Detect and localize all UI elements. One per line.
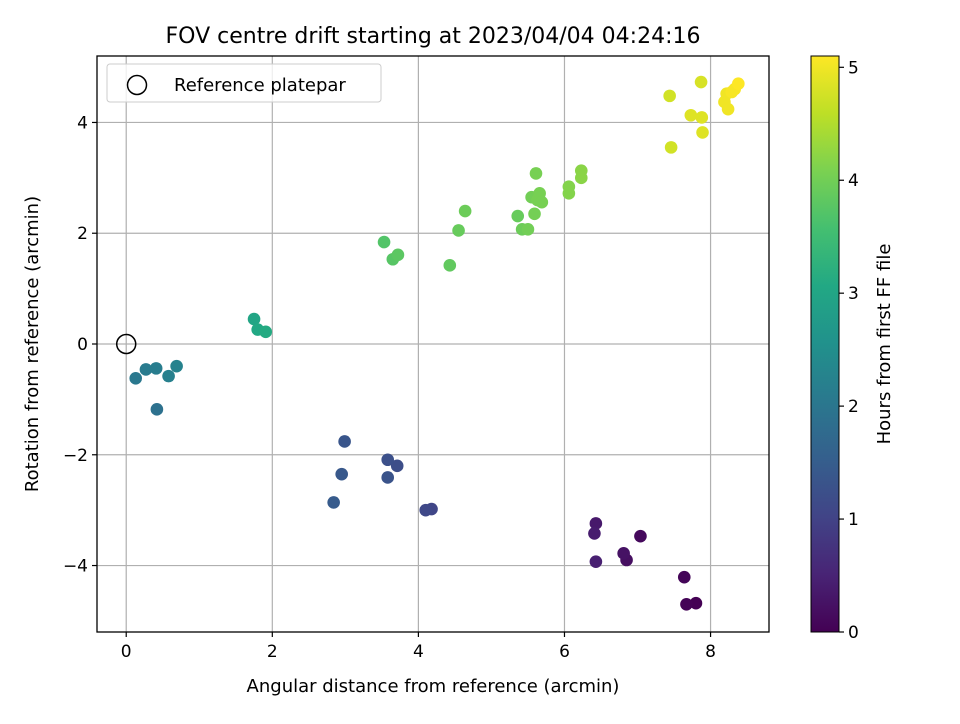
reference-marker [115, 333, 137, 355]
x-tick-label: 0 [121, 642, 132, 662]
data-point [162, 369, 175, 383]
grid [97, 56, 769, 632]
y-tick-label: −4 [63, 557, 88, 577]
data-point [327, 496, 340, 509]
data-point [149, 362, 163, 375]
data-point [617, 547, 630, 560]
data-point [589, 517, 603, 530]
data-point [528, 207, 541, 221]
data-point [535, 195, 549, 209]
data-point [150, 403, 164, 416]
legend-reference-marker [126, 74, 148, 96]
data-point [338, 435, 351, 448]
data-point [721, 102, 735, 116]
data-points [129, 75, 745, 611]
data-point [390, 459, 404, 473]
data-point [696, 126, 709, 139]
data-point [247, 312, 261, 326]
data-point [259, 325, 273, 339]
data-point [677, 570, 691, 584]
colorbar-tick-label: 1 [848, 510, 859, 530]
x-axis-ticks: 0 2 4 6 8 [121, 632, 716, 662]
colorbar-tick-label: 3 [848, 284, 859, 304]
plot-area: 0 2 4 6 8 −4 −2 0 2 4 [63, 55, 770, 662]
legend-label: Reference platepar [174, 75, 346, 96]
data-point [664, 141, 678, 154]
data-point [381, 471, 395, 484]
data-point [139, 363, 153, 376]
colorbar-tick-label: 0 [848, 623, 859, 643]
colorbar-label: Hours from first FF file [874, 244, 895, 445]
data-point [419, 503, 432, 517]
data-point [680, 598, 693, 611]
data-point [458, 204, 472, 218]
data-point [129, 372, 143, 385]
colorbar-gradient [810, 55, 840, 633]
data-point [391, 248, 405, 262]
data-point [335, 467, 348, 481]
x-tick-label: 8 [705, 642, 716, 662]
x-tick-label: 6 [559, 642, 570, 662]
data-point [732, 77, 745, 90]
x-axis-label: Angular distance from reference (arcmin) [247, 676, 620, 697]
legend: Reference platepar [106, 63, 382, 103]
data-point [663, 89, 676, 103]
y-axis-label: Rotation from reference (arcmin) [22, 196, 43, 492]
data-point [452, 224, 465, 237]
colorbar: 0 1 2 3 4 5 Hours from first FF file [810, 55, 895, 643]
data-point [588, 527, 601, 540]
data-point [521, 223, 535, 236]
y-tick-label: 2 [77, 224, 88, 244]
chart-title: FOV centre drift starting at 2023/04/04 … [166, 24, 701, 49]
data-point [562, 187, 576, 200]
y-tick-label: −2 [63, 446, 88, 466]
data-point [634, 529, 647, 543]
data-point [684, 108, 698, 122]
x-tick-label: 4 [413, 642, 424, 662]
legend-box [106, 63, 382, 103]
data-point [170, 359, 183, 373]
data-point [377, 235, 391, 249]
data-point [511, 209, 525, 223]
colorbar-ticks: 0 1 2 3 4 5 [839, 58, 859, 643]
data-point [689, 596, 703, 610]
y-axis-ticks: −4 −2 0 2 4 [63, 113, 97, 577]
colorbar-tick-label: 5 [848, 58, 859, 78]
y-tick-label: 4 [77, 113, 88, 133]
x-tick-label: 2 [267, 642, 278, 662]
data-point [443, 259, 457, 272]
colorbar-tick-label: 2 [848, 397, 859, 417]
y-tick-label: 0 [77, 335, 88, 355]
data-point [694, 75, 708, 89]
data-point [695, 111, 709, 124]
data-point [574, 171, 588, 185]
data-point [381, 453, 395, 467]
colorbar-tick-label: 4 [848, 171, 859, 191]
data-point [529, 167, 543, 180]
data-point [589, 555, 603, 568]
